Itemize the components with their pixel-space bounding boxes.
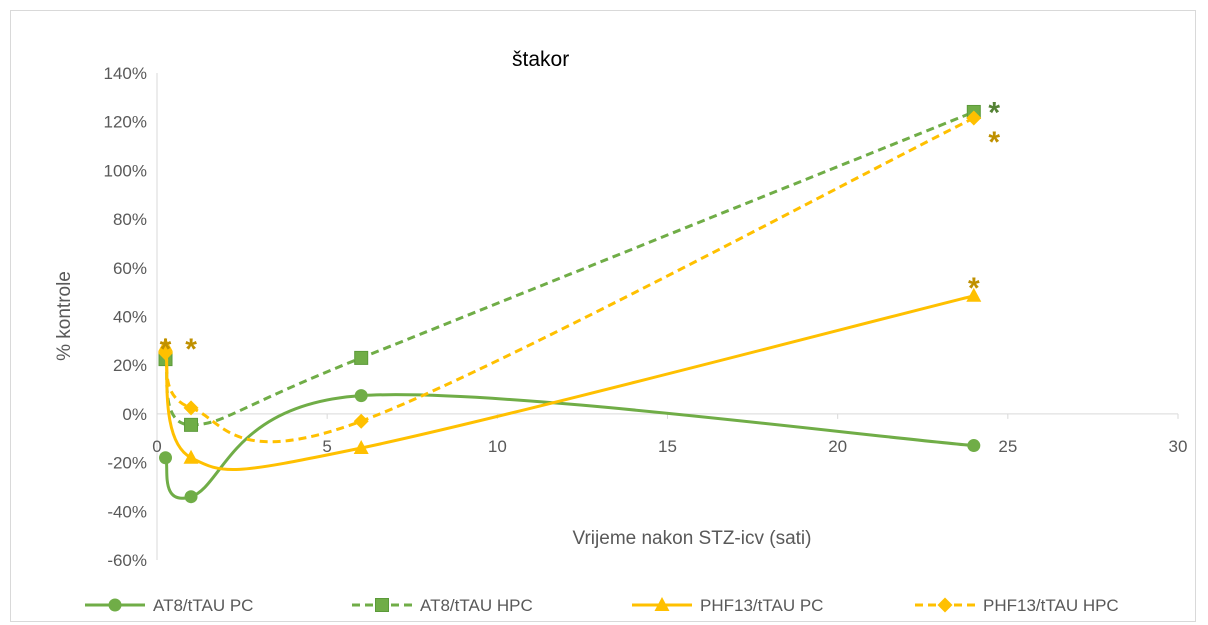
- x-tick-label: 5: [322, 437, 331, 456]
- x-tick-label: 0: [152, 437, 161, 456]
- legend-item-1: AT8/tTAU HPC: [352, 596, 533, 615]
- chart-title: štakor: [512, 48, 569, 71]
- y-tick-label: 100%: [104, 161, 147, 180]
- data-point: [158, 337, 174, 352]
- x-tick-label: 10: [488, 437, 507, 456]
- y-tick-label: 120%: [104, 113, 147, 132]
- x-axis-title: Vrijeme nakon STZ-icv (sati): [573, 528, 812, 549]
- data-point: [966, 110, 982, 126]
- significance-asterisk: *: [160, 333, 172, 366]
- legend-marker: [937, 597, 953, 613]
- data-point: [353, 439, 369, 454]
- legend-item-3: PHF13/tTAU HPC: [915, 596, 1119, 615]
- y-tick-label: -40%: [107, 502, 147, 521]
- y-tick-label: 20%: [113, 356, 147, 375]
- significance-asterisk: *: [968, 272, 980, 305]
- y-tick-label: 80%: [113, 210, 147, 229]
- annotation-layer: * ****: [160, 97, 1001, 366]
- series-line: [164, 116, 975, 444]
- data-point: [967, 439, 981, 453]
- data-point: [353, 413, 369, 429]
- legend-label: AT8/tTAU PC: [153, 596, 253, 615]
- legend-label: AT8/tTAU HPC: [420, 596, 533, 615]
- data-point: [354, 350, 369, 365]
- series-line: [164, 294, 975, 472]
- series-0: [159, 389, 981, 504]
- chart-frame: [10, 10, 1196, 622]
- x-tick-label: 30: [1169, 437, 1188, 456]
- legend-marker: [108, 598, 122, 612]
- x-tick-label: 20: [828, 437, 847, 456]
- y-tick-label: 40%: [113, 308, 147, 327]
- series-line: [164, 110, 975, 427]
- legend-marker: [654, 597, 670, 611]
- series-layer: [158, 104, 982, 504]
- axes: -60% -40% -20% 0% 20% 40% 60% 80% 100% 120% 140% 0 5…: [104, 64, 1188, 570]
- legend-marker: [375, 598, 389, 612]
- series-1: [158, 104, 981, 432]
- x-tick-label: 25: [998, 437, 1017, 456]
- data-point: [966, 287, 982, 302]
- data-point: [183, 400, 199, 416]
- y-tick-label: -60%: [107, 551, 147, 570]
- significance-asterisk: *: [185, 333, 197, 366]
- data-point: [184, 417, 199, 432]
- y-tick-label: -20%: [107, 454, 147, 473]
- y-tick-label: 140%: [104, 64, 147, 83]
- y-axis-title: % kontrole: [54, 271, 75, 361]
- x-tick-label: 15: [658, 437, 677, 456]
- data-point: [158, 345, 174, 361]
- data-point: [183, 449, 199, 464]
- legend-label: PHF13/tTAU PC: [700, 596, 823, 615]
- significance-asterisk: *: [988, 97, 1000, 130]
- series-line: [164, 393, 974, 500]
- y-tick-label: 0%: [122, 405, 147, 424]
- legend: AT8/tTAU PC AT8/tTAU HPC PHF13/tTAU PC PHF1…: [85, 596, 1119, 615]
- data-point: [159, 451, 173, 465]
- legend-item-0: AT8/tTAU PC: [85, 596, 253, 615]
- legend-item-2: PHF13/tTAU PC: [632, 596, 823, 615]
- series-3: [158, 110, 982, 444]
- series-2: [158, 287, 982, 472]
- significance-asterisk: *: [988, 126, 1000, 159]
- data-point: [354, 389, 368, 403]
- y-tick-label: 60%: [113, 259, 147, 278]
- legend-label: PHF13/tTAU HPC: [983, 596, 1119, 615]
- data-point: [184, 490, 198, 504]
